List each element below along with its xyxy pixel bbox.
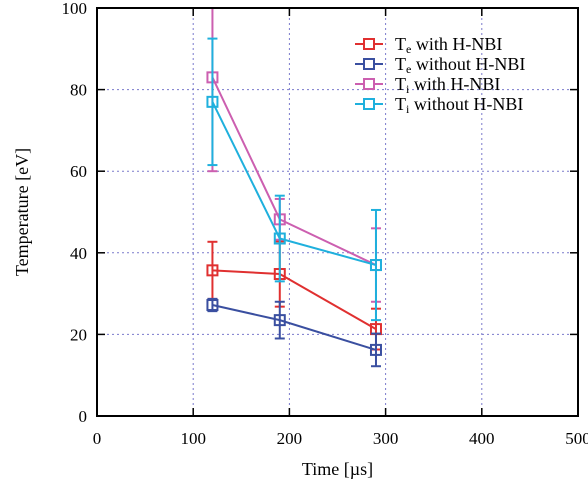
legend-marker <box>363 38 375 50</box>
x-tick-label: 500 <box>565 429 588 448</box>
series-line <box>212 269 377 330</box>
x-axis-label: Time [µs] <box>302 459 373 479</box>
series-line <box>212 304 377 351</box>
series-2 <box>206 8 382 303</box>
legend-label: Te with H-NBI <box>395 34 502 56</box>
data-point <box>206 95 219 108</box>
legend-entry-2: Ti with H-NBI <box>355 74 500 96</box>
series-3 <box>206 37 382 322</box>
x-tick-label: 100 <box>180 429 206 448</box>
data-point <box>369 343 382 356</box>
legend-marker <box>363 78 375 90</box>
legend-label: Te without H-NBI <box>395 54 525 76</box>
series-line <box>211 101 377 267</box>
x-tick-label: 400 <box>469 429 495 448</box>
legend-entry-3: Ti without H-NBI <box>355 94 523 116</box>
data-point <box>273 314 286 327</box>
legend-marker <box>363 98 375 110</box>
y-tick-label: 60 <box>70 162 87 181</box>
data-point <box>369 259 382 272</box>
x-tick-label: 0 <box>93 429 102 448</box>
legend-entry-0: Te with H-NBI <box>355 34 502 56</box>
y-tick-label: 80 <box>70 81 87 100</box>
series-layer <box>206 8 382 368</box>
x-tick-label: 200 <box>277 429 303 448</box>
series-line <box>211 76 377 266</box>
grid <box>97 8 578 416</box>
series-1 <box>206 297 382 368</box>
y-axis-label: Temperature [eV] <box>12 148 32 276</box>
data-point <box>273 232 286 245</box>
x-tick-label: 300 <box>373 429 399 448</box>
y-tick-label: 100 <box>62 0 88 18</box>
data-point <box>206 264 219 277</box>
legend-marker <box>363 58 375 70</box>
legend-label: Ti without H-NBI <box>395 94 523 116</box>
axis-ticks: 0 100 200 300 400 500 0 20 40 60 80 100 <box>62 0 588 448</box>
legend-entry-1: Te without H-NBI <box>355 54 525 76</box>
series-0 <box>206 240 382 351</box>
y-tick-label: 20 <box>70 325 87 344</box>
data-point <box>206 299 219 312</box>
plot-frame <box>96 7 579 417</box>
legend-label: Ti with H-NBI <box>395 74 500 96</box>
y-tick-label: 0 <box>79 407 88 426</box>
y-tick-label: 40 <box>70 244 87 263</box>
